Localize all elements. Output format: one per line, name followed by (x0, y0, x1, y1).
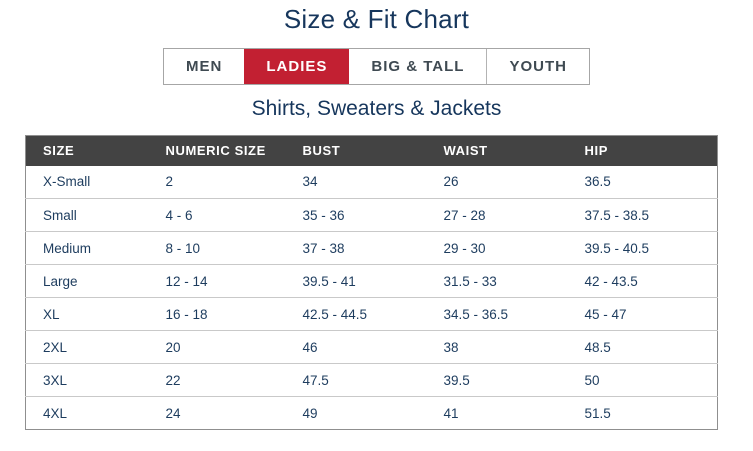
table-cell: 51.5 (567, 396, 718, 430)
tab-label: YOUTH (509, 58, 567, 75)
page-title: Size & Fit Chart (283, 4, 470, 34)
table-header-row: SIZE NUMERIC SIZE BUST WAIST HIP (25, 135, 718, 166)
table-cell: 24 (148, 396, 286, 430)
table-cell: 20 (148, 330, 286, 364)
table-cell: 39.5 - 41 (285, 264, 427, 298)
category-tab-bar: MEN LADIES BIG & TALL YOUTH (0, 48, 753, 85)
table-cell: 22 (148, 363, 286, 397)
table-row: 3XL 22 47.5 39.5 50 (25, 363, 718, 397)
table-row: Small 4 - 6 35 - 36 27 - 28 37.5 - 38.5 (25, 198, 718, 232)
table-cell: Small (25, 198, 149, 232)
table-row: Medium 8 - 10 37 - 38 29 - 30 39.5 - 40.5 (25, 231, 718, 265)
size-chart-table: SIZE NUMERIC SIZE BUST WAIST HIP X-Small 2 34 2… (25, 135, 718, 430)
table-cell: X-Small (25, 165, 149, 199)
table-cell: 34.5 - 36.5 (426, 297, 568, 331)
table-cell: 8 - 10 (148, 231, 286, 265)
tab-label: MEN (186, 58, 223, 75)
table-cell: 42.5 - 44.5 (285, 297, 427, 331)
tab-ladies[interactable]: LADIES (244, 49, 350, 84)
table-cell: 46 (285, 330, 427, 364)
tab-label: BIG & TALL (371, 58, 465, 75)
table-cell: 45 - 47 (567, 297, 718, 331)
column-header: NUMERIC SIZE (148, 135, 286, 166)
column-header: SIZE (25, 135, 149, 166)
table-cell: 35 - 36 (285, 198, 427, 232)
table-body: X-Small 2 34 26 36.5 Small 4 - 6 35 - 36 27 - 28… (25, 165, 718, 430)
table-row: X-Small 2 34 26 36.5 (25, 165, 718, 199)
table-cell: 50 (567, 363, 718, 397)
table-header: SIZE NUMERIC SIZE BUST WAIST HIP (25, 135, 718, 166)
table-cell: 38 (426, 330, 568, 364)
table-cell: 2XL (25, 330, 149, 364)
tab-label: LADIES (266, 58, 328, 75)
table-cell: 34 (285, 165, 427, 199)
table-cell: 39.5 (426, 363, 568, 397)
column-header: BUST (285, 135, 427, 166)
column-header: HIP (567, 135, 718, 166)
table-cell: 39.5 - 40.5 (567, 231, 718, 265)
table-cell: 29 - 30 (426, 231, 568, 265)
table-cell: 2 (148, 165, 286, 199)
table-cell: 47.5 (285, 363, 427, 397)
tab-big-tall[interactable]: BIG & TALL (349, 49, 487, 84)
table-cell: 48.5 (567, 330, 718, 364)
table-cell: 26 (426, 165, 568, 199)
table-row: 2XL 20 46 38 48.5 (25, 330, 718, 364)
table-cell: 12 - 14 (148, 264, 286, 298)
column-header: WAIST (426, 135, 568, 166)
category-tabs: MEN LADIES BIG & TALL YOUTH (163, 48, 590, 85)
table-cell: 42 - 43.5 (567, 264, 718, 298)
table-cell: Medium (25, 231, 149, 265)
table-cell: 4XL (25, 396, 149, 430)
table-cell: Large (25, 264, 149, 298)
table-row: 4XL 24 49 41 51.5 (25, 396, 718, 430)
table-cell: XL (25, 297, 149, 331)
table-row: XL 16 - 18 42.5 - 44.5 34.5 - 36.5 45 - 47 (25, 297, 718, 331)
chart-subtitle: Shirts, Sweaters & Jackets (251, 97, 502, 120)
table-cell: 27 - 28 (426, 198, 568, 232)
table-cell: 49 (285, 396, 427, 430)
table-cell: 37.5 - 38.5 (567, 198, 718, 232)
table-cell: 31.5 - 33 (426, 264, 568, 298)
table-cell: 41 (426, 396, 568, 430)
tab-men[interactable]: MEN (164, 49, 245, 84)
table-cell: 4 - 6 (148, 198, 286, 232)
table-cell: 37 - 38 (285, 231, 427, 265)
tab-youth[interactable]: YOUTH (486, 49, 589, 84)
table-cell: 16 - 18 (148, 297, 286, 331)
table-cell: 36.5 (567, 165, 718, 199)
table-row: Large 12 - 14 39.5 - 41 31.5 - 33 42 - 43.5 (25, 264, 718, 298)
table-cell: 3XL (25, 363, 149, 397)
